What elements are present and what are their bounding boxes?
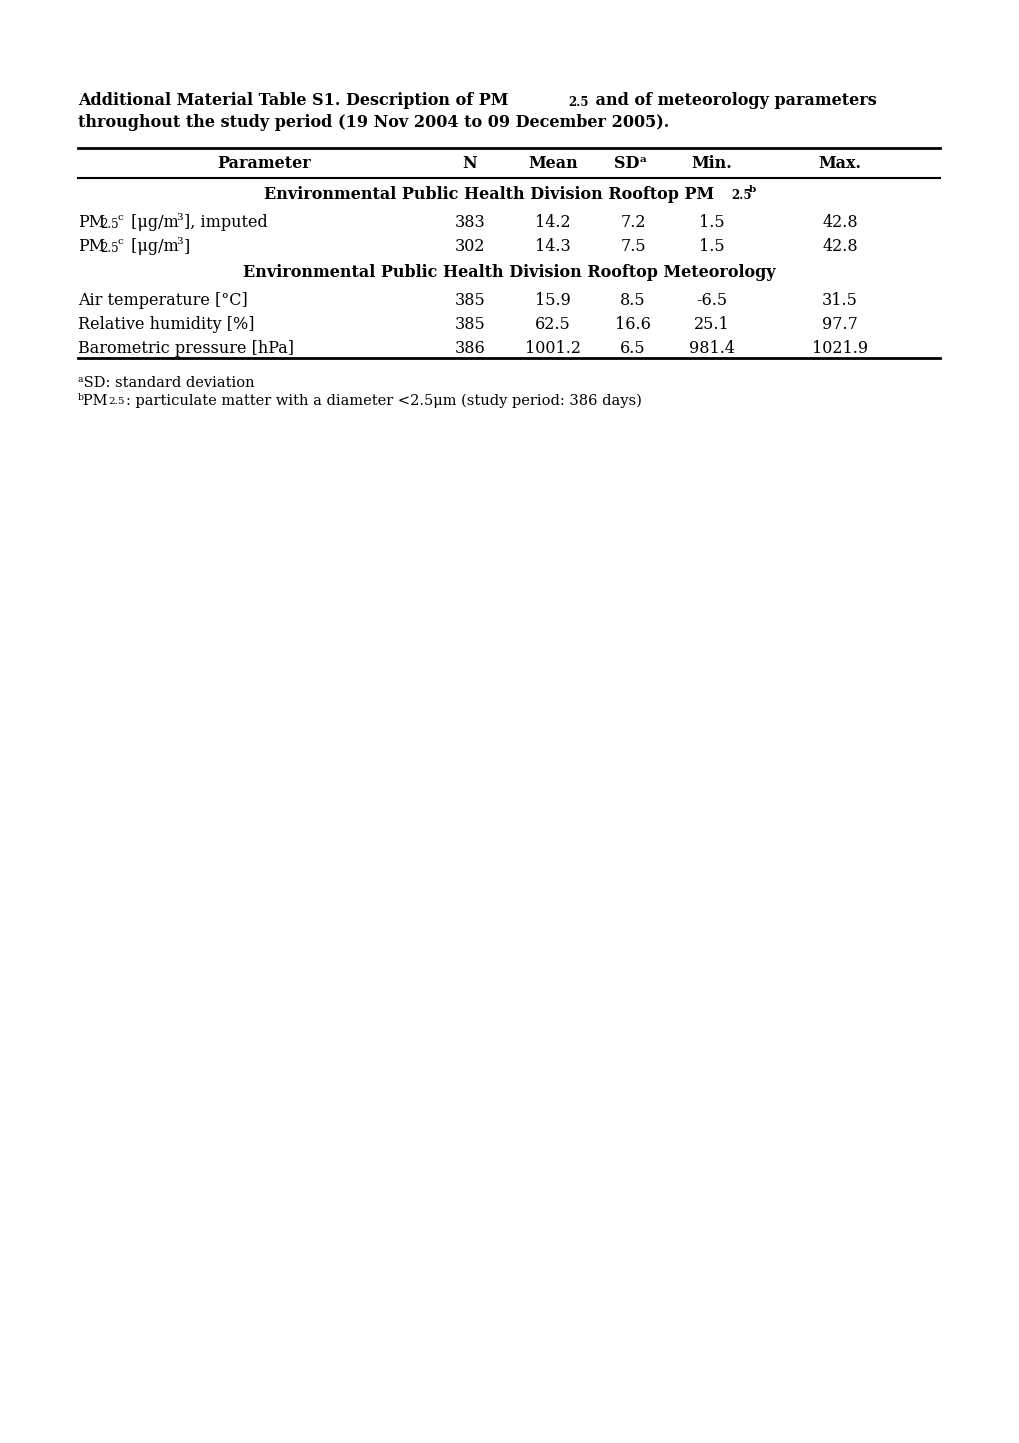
Text: Min.: Min.: [691, 154, 732, 172]
Text: 14.2: 14.2: [535, 214, 571, 231]
Text: 981.4: 981.4: [688, 341, 735, 356]
Text: Relative humidity [%]: Relative humidity [%]: [77, 316, 255, 333]
Text: PM: PM: [77, 238, 105, 255]
Text: 15.9: 15.9: [535, 291, 571, 309]
Text: [μg/m: [μg/m: [126, 214, 178, 231]
Text: 386: 386: [454, 341, 485, 356]
Text: 385: 385: [454, 316, 485, 333]
Text: 2.5: 2.5: [568, 97, 588, 110]
Text: 31.5: 31.5: [821, 291, 857, 309]
Text: 14.3: 14.3: [535, 238, 571, 255]
Text: 302: 302: [454, 238, 485, 255]
Text: 2.5: 2.5: [731, 189, 751, 202]
Text: 2.5: 2.5: [100, 242, 118, 255]
Text: 16.6: 16.6: [614, 316, 650, 333]
Text: 97.7: 97.7: [821, 316, 857, 333]
Text: 6.5: 6.5: [620, 341, 645, 356]
Text: ᵃSD: standard deviation: ᵃSD: standard deviation: [77, 377, 255, 390]
Text: 62.5: 62.5: [535, 316, 571, 333]
Text: 2.5: 2.5: [100, 218, 118, 231]
Text: 3: 3: [176, 214, 182, 222]
Text: 7.2: 7.2: [620, 214, 645, 231]
Text: Parameter: Parameter: [217, 154, 311, 172]
Text: a: a: [639, 154, 646, 165]
Text: ], imputed: ], imputed: [183, 214, 268, 231]
Text: SD: SD: [613, 154, 639, 172]
Text: ]: ]: [183, 238, 191, 255]
Text: c: c: [118, 237, 123, 245]
Text: throughout the study period (19 Nov 2004 to 09 December 2005).: throughout the study period (19 Nov 2004…: [77, 114, 668, 131]
Text: : particulate matter with a diameter <2.5μm (study period: 386 days): : particulate matter with a diameter <2.…: [126, 394, 641, 408]
Text: c: c: [118, 214, 123, 222]
Text: Environmental Public Health Division Rooftop PM: Environmental Public Health Division Roo…: [264, 186, 713, 203]
Text: 42.8: 42.8: [821, 238, 857, 255]
Text: 7.5: 7.5: [620, 238, 645, 255]
Text: b: b: [748, 185, 755, 193]
Text: Mean: Mean: [528, 154, 578, 172]
Text: 3: 3: [176, 237, 182, 245]
Text: [μg/m: [μg/m: [126, 238, 178, 255]
Text: 25.1: 25.1: [694, 316, 730, 333]
Text: -6.5: -6.5: [696, 291, 727, 309]
Text: N: N: [463, 154, 477, 172]
Text: Environmental Public Health Division Rooftop Meteorology: Environmental Public Health Division Roo…: [243, 264, 774, 281]
Text: 1021.9: 1021.9: [811, 341, 867, 356]
Text: 385: 385: [454, 291, 485, 309]
Text: 1001.2: 1001.2: [525, 341, 581, 356]
Text: Air temperature [°C]: Air temperature [°C]: [77, 291, 248, 309]
Text: Additional Material Table S1. Description of PM: Additional Material Table S1. Descriptio…: [77, 92, 507, 110]
Text: 1.5: 1.5: [698, 238, 725, 255]
Text: 1.5: 1.5: [698, 214, 725, 231]
Text: and of meteorology parameters: and of meteorology parameters: [589, 92, 876, 110]
Text: ᵇPM: ᵇPM: [77, 394, 108, 408]
Text: 383: 383: [454, 214, 485, 231]
Text: PM: PM: [77, 214, 105, 231]
Text: Barometric pressure [hPa]: Barometric pressure [hPa]: [77, 341, 293, 356]
Text: 42.8: 42.8: [821, 214, 857, 231]
Text: 8.5: 8.5: [620, 291, 645, 309]
Text: Max.: Max.: [817, 154, 861, 172]
Text: 2.5: 2.5: [108, 397, 124, 405]
